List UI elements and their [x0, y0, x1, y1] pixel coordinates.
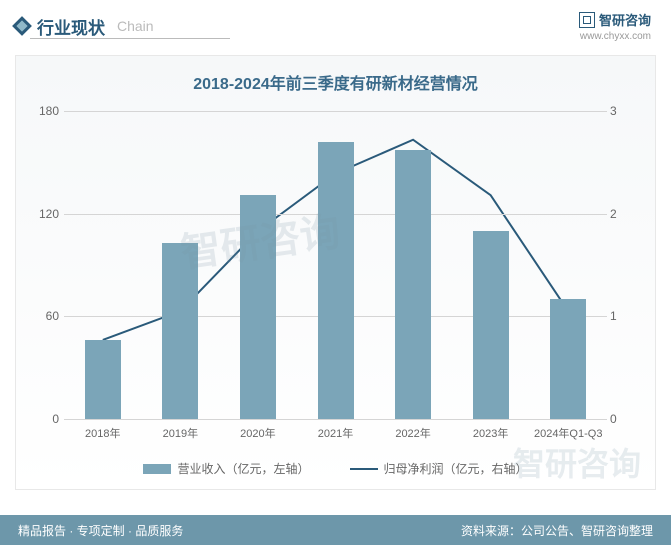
- y-left-tick-label: 0: [29, 412, 59, 426]
- x-tick-label: 2023年: [473, 425, 508, 441]
- logo-icon: [579, 12, 595, 28]
- brand-name: 智研咨询: [599, 10, 651, 29]
- y-right-tick-label: 2: [610, 207, 635, 221]
- chart-title: 2018-2024年前三季度有研新材经营情况: [16, 56, 655, 104]
- diamond-icon: [12, 16, 32, 36]
- chain-text: Chain: [117, 18, 154, 34]
- legend-line-swatch: [350, 468, 378, 470]
- grid-line: [64, 111, 607, 112]
- y-right-tick-label: 3: [610, 104, 635, 118]
- footer-left: 精品报告 · 专项定制 · 品质服务: [18, 522, 183, 539]
- legend-bar-swatch: [143, 464, 171, 474]
- x-tick-label: 2022年: [395, 425, 430, 441]
- x-tick-label: 2020年: [240, 425, 275, 441]
- y-left-tick-label: 180: [29, 104, 59, 118]
- legend-item-bar: 营业收入（亿元，左轴）: [143, 460, 309, 477]
- legend-line-label: 归母净利润（亿元，右轴）: [384, 460, 528, 477]
- y-left-tick-label: 60: [29, 309, 59, 323]
- x-tick-label: 2019年: [163, 425, 198, 441]
- bar: [550, 299, 586, 419]
- section-title: 行业现状: [37, 14, 105, 39]
- footer: 精品报告 · 专项定制 · 品质服务 资料来源：公司公告、智研咨询整理: [0, 515, 671, 545]
- header-left: 行业现状 Chain: [15, 14, 154, 39]
- x-tick-label: 2021年: [318, 425, 353, 441]
- bar: [395, 150, 431, 419]
- legend-bar-label: 营业收入（亿元，左轴）: [177, 460, 309, 477]
- bar: [85, 340, 121, 419]
- y-right-tick-label: 1: [610, 309, 635, 323]
- bar: [162, 243, 198, 419]
- chart-area: 2018-2024年前三季度有研新材经营情况 06012018001232018…: [15, 55, 656, 490]
- brand-url: www.chyxx.com: [580, 31, 651, 42]
- logo-row: 智研咨询: [579, 10, 651, 29]
- legend: 营业收入（亿元，左轴） 归母净利润（亿元，右轴）: [16, 460, 655, 477]
- bar: [240, 195, 276, 419]
- grid-line: [64, 419, 607, 420]
- x-tick-label: 2024年Q1-Q3: [534, 425, 602, 441]
- header-divider: [30, 38, 230, 39]
- footer-right: 资料来源：公司公告、智研咨询整理: [461, 522, 653, 539]
- x-tick-label: 2018年: [85, 425, 120, 441]
- plot-region: 06012018001232018年2019年2020年2021年2022年20…: [64, 111, 607, 419]
- y-left-tick-label: 120: [29, 207, 59, 221]
- header: 行业现状 Chain 智研咨询 www.chyxx.com: [0, 0, 671, 50]
- legend-item-line: 归母净利润（亿元，右轴）: [350, 460, 528, 477]
- bar: [473, 231, 509, 419]
- bar: [318, 142, 354, 419]
- header-right: 智研咨询 www.chyxx.com: [579, 10, 651, 42]
- y-right-tick-label: 0: [610, 412, 635, 426]
